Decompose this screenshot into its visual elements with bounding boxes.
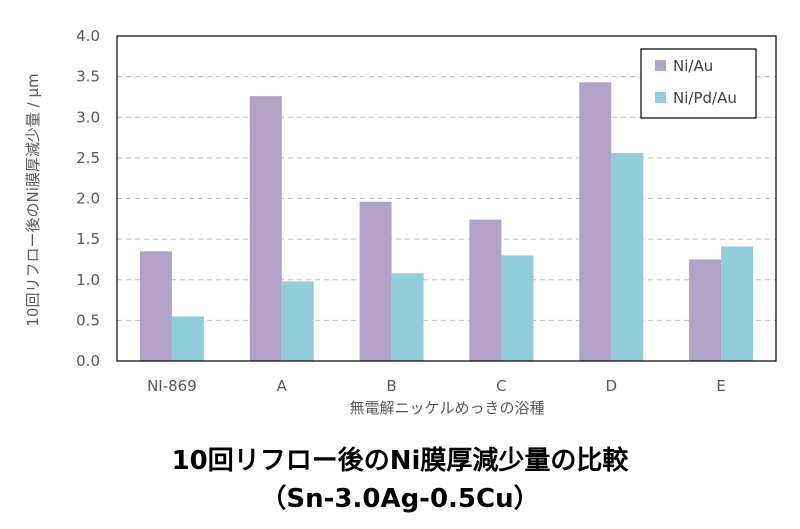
- x-tick-label: B: [386, 377, 396, 395]
- bar-ni-pd-au-ni-869: [171, 316, 204, 361]
- y-tick-label: 4.0: [76, 27, 100, 45]
- bar-ni-pd-au-b: [391, 273, 424, 361]
- bar-ni-au-a: [249, 96, 282, 361]
- y-tick-label: 1.0: [76, 271, 100, 289]
- caption-title: 10回リフロー後のNi膜厚減少量の比較: [171, 446, 629, 476]
- legend-swatch: [655, 60, 666, 71]
- x-tick-label: A: [277, 377, 288, 395]
- bar-ni-au-d: [579, 82, 612, 361]
- x-axis-title: 無電解ニッケルめっきの浴種: [349, 399, 544, 417]
- y-axis-title: 10回リフロー後のNi膜厚減少量 / µm: [24, 73, 42, 326]
- x-tick-label: C: [496, 377, 506, 395]
- bar-ni-pd-au-a: [281, 281, 314, 361]
- y-tick-label: 0.5: [76, 311, 100, 329]
- y-tick-label: 3.5: [76, 68, 100, 86]
- x-tick-label: D: [605, 377, 617, 395]
- y-tick-label: 3.0: [76, 108, 100, 126]
- x-tick-label: NI-869: [147, 377, 197, 395]
- legend-label: Ni/Pd/Au: [673, 89, 737, 107]
- x-tick-labels: NI-869 A B C D E: [147, 377, 726, 395]
- legend-label: Ni/Au: [673, 57, 713, 75]
- bar-ni-pd-au-e: [721, 246, 754, 361]
- y-tick-labels: 0.0 0.5 1.0 1.5 2.0 2.5 3.0 3.5 4.0: [76, 27, 100, 370]
- bar-chart: 0.00.51.01.52.02.53.03.54.0 NI-869 A B C D E …: [24, 27, 777, 417]
- legend: Ni/Au Ni/Pd/Au: [640, 48, 757, 119]
- y-tick-label: 0.0: [76, 352, 100, 370]
- legend-swatch: [655, 92, 666, 103]
- bar-ni-au-e: [689, 259, 722, 361]
- bar-ni-au-b: [359, 201, 392, 361]
- y-tick-label: 2.0: [76, 190, 100, 208]
- x-tick-label: E: [716, 377, 725, 395]
- bar-ni-au-ni-869: [139, 251, 172, 361]
- bars: [139, 82, 754, 361]
- y-tick-label: 2.5: [76, 149, 100, 167]
- plot-frame: [116, 35, 777, 362]
- y-tick-label: 1.5: [76, 230, 100, 248]
- bar-ni-au-c: [469, 219, 502, 361]
- bar-ni-pd-au-c: [501, 255, 534, 361]
- bar-ni-pd-au-d: [611, 153, 644, 361]
- caption-subtitle: （Sn-3.0Ag-0.5Cu）: [260, 484, 540, 514]
